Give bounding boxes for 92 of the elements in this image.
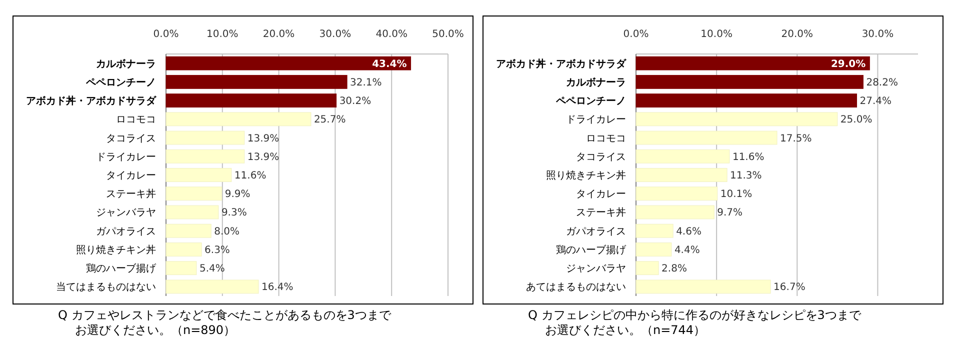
y-tick-label: ステーキ丼 xyxy=(576,206,626,219)
data-label: 32.1% xyxy=(350,77,382,88)
y-tick-label: ロコモコ xyxy=(116,114,156,126)
bar xyxy=(636,130,778,145)
y-tick-label: あてはまるものはない xyxy=(526,282,626,294)
x-tick-label: 30.0% xyxy=(319,29,352,40)
data-label: 27.4% xyxy=(860,96,892,108)
data-label: 25.7% xyxy=(314,114,346,126)
y-tick-label: 鶏のハーブ揚げ xyxy=(556,244,627,256)
bar xyxy=(166,186,222,201)
y-tick-label: ジャンバラヤ xyxy=(96,208,156,219)
data-label: 11.3% xyxy=(730,170,762,182)
bar xyxy=(636,186,718,201)
data-label: 6.3% xyxy=(204,244,230,256)
data-label: 9.7% xyxy=(717,208,743,219)
x-tick-label: 40.0% xyxy=(376,29,408,40)
bar xyxy=(166,94,337,108)
bar xyxy=(166,261,197,276)
bar xyxy=(636,149,730,164)
y-tick-label: カルボナーラ xyxy=(96,58,156,70)
y-tick-label: ドライカレー xyxy=(96,152,156,163)
data-label: 30.2% xyxy=(339,96,372,108)
y-tick-label: タコライス xyxy=(576,152,626,163)
bar xyxy=(636,242,672,256)
y-tick-label: ガパオライス xyxy=(566,226,626,238)
data-label: 9.3% xyxy=(221,208,247,219)
bar xyxy=(166,205,219,220)
data-label: 17.5% xyxy=(780,133,812,144)
bar xyxy=(166,56,412,70)
y-tick-label: 照り焼きチキン丼 xyxy=(76,244,156,256)
x-tick-label: 20.0% xyxy=(781,29,814,40)
data-label: 5.4% xyxy=(199,264,225,275)
bar xyxy=(166,112,312,126)
y-tick-label: ステーキ丼 xyxy=(106,188,156,200)
data-label: 16.7% xyxy=(774,282,806,294)
text: Q カフェレシピの中から特に作るのが好きなレシピを3つまで xyxy=(528,308,862,322)
text: Q カフェやレストランなどで食べたことがあるものを3つまで xyxy=(58,308,392,322)
y-tick-label: アボカド丼・アボカドサラダ xyxy=(496,58,627,70)
bar xyxy=(636,112,838,126)
data-label: 11.6% xyxy=(234,170,266,182)
y-tick-label: ロコモコ xyxy=(586,133,626,144)
x-tick-label: 0.0% xyxy=(623,29,649,40)
x-tick-label: 10.0% xyxy=(206,29,238,40)
bar xyxy=(636,74,864,89)
data-label: 8.0% xyxy=(214,226,240,238)
bar xyxy=(636,205,714,220)
y-tick-label: アボカド丼・アボカドサラダ xyxy=(26,95,157,108)
data-label: 16.4% xyxy=(261,282,294,294)
data-label: 4.4% xyxy=(674,244,700,256)
x-tick-label: 50.0% xyxy=(432,29,464,40)
y-tick-label: 鶏のハーブ揚げ xyxy=(86,262,157,275)
data-label: 4.6% xyxy=(676,226,702,238)
data-label: 43.4% xyxy=(372,58,407,70)
data-label: 28.2% xyxy=(866,77,898,88)
y-tick-label: 当てはまるものはない xyxy=(56,281,156,294)
data-label: 11.6% xyxy=(732,152,764,163)
y-tick-label: カルボナーラ xyxy=(566,76,626,88)
data-label: 29.0% xyxy=(830,58,866,70)
bar xyxy=(166,149,245,164)
bar xyxy=(166,224,212,238)
bar xyxy=(166,280,259,294)
bar xyxy=(166,168,232,182)
data-label: 25.0% xyxy=(840,114,872,126)
data-label: 2.8% xyxy=(662,264,687,275)
x-tick-label: 20.0% xyxy=(262,29,295,40)
y-tick-label: ガパオライス xyxy=(96,226,156,238)
data-label: 9.9% xyxy=(224,189,250,200)
x-tick-label: 10.0% xyxy=(700,29,732,40)
data-label: 10.1% xyxy=(720,189,752,200)
bar xyxy=(636,168,728,182)
y-tick-label: タコライス xyxy=(106,133,156,144)
bar xyxy=(636,280,771,294)
text: お選びください。（n=744） xyxy=(545,323,706,337)
y-tick-label: タイカレー xyxy=(576,189,626,200)
bar xyxy=(166,242,202,256)
y-tick-label: ペペロンチーノ xyxy=(555,96,626,108)
bar xyxy=(636,56,870,70)
x-tick-label: 30.0% xyxy=(862,29,894,40)
text: お選びください。（n=890） xyxy=(75,323,236,337)
y-tick-label: ジャンバラヤ xyxy=(566,264,626,275)
y-tick-label: ペペロンチーノ xyxy=(85,77,156,88)
bar xyxy=(166,74,348,89)
bar xyxy=(636,261,659,276)
y-tick-label: タイカレー xyxy=(106,170,156,182)
bar xyxy=(636,94,858,108)
data-label: 13.9% xyxy=(247,152,280,163)
bar xyxy=(636,224,674,238)
data-label: 13.9% xyxy=(247,133,280,144)
y-tick-label: 照り焼きチキン丼 xyxy=(546,170,626,182)
y-tick-label: ドライカレー xyxy=(566,114,626,126)
bar xyxy=(166,130,245,145)
x-tick-label: 0.0% xyxy=(153,29,179,40)
